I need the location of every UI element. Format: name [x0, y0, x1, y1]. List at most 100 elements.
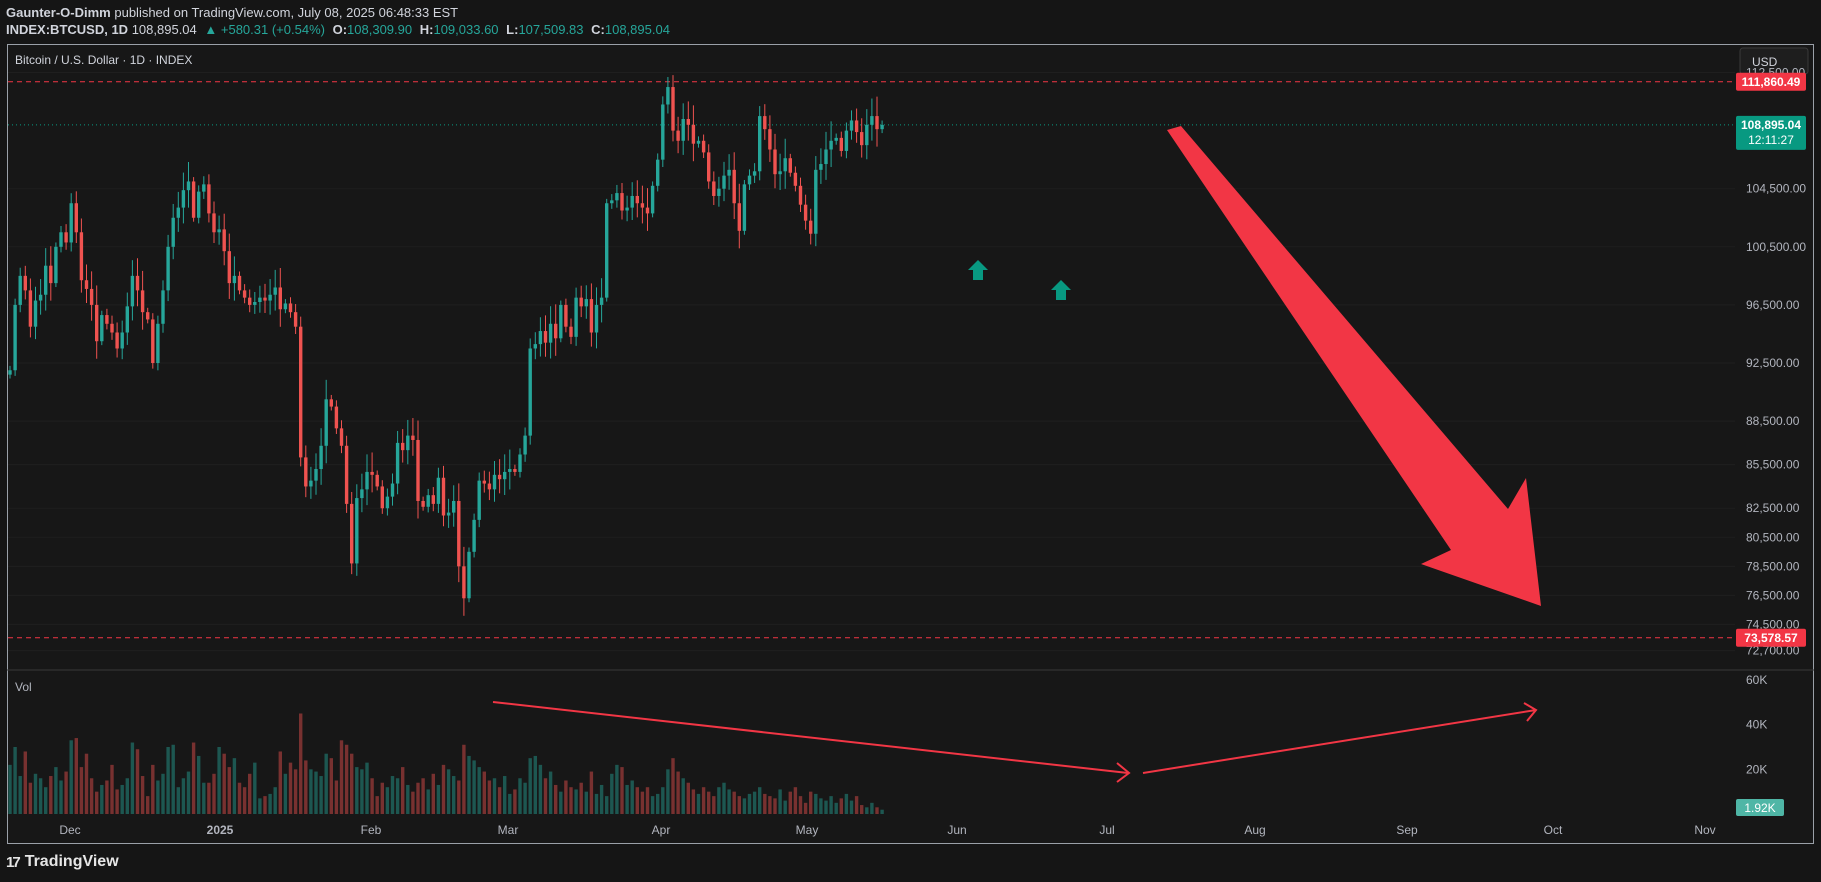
candle-body	[752, 171, 757, 176]
candle-body	[584, 299, 588, 307]
volume-bar	[742, 798, 747, 814]
volume-bar	[212, 773, 216, 814]
volume-bar	[436, 784, 441, 814]
candle-body	[722, 175, 726, 189]
low-value: 107,509.83	[518, 22, 584, 37]
candle-body	[574, 297, 578, 337]
volume-bar	[737, 796, 741, 814]
volume-decline-line	[492, 701, 1129, 774]
candle-body	[630, 195, 634, 208]
volume-bar	[875, 807, 879, 814]
volume-bar	[293, 769, 298, 814]
candle-body	[732, 169, 736, 204]
candle-body	[640, 203, 645, 208]
volume-bar	[355, 767, 359, 814]
volume-bar	[844, 793, 849, 814]
candle-body	[350, 503, 354, 564]
candle-body	[426, 495, 430, 507]
candle-body	[431, 495, 435, 504]
volume-bar	[54, 767, 58, 814]
chart-frame[interactable]	[7, 44, 1814, 844]
volume-bar	[747, 793, 752, 814]
candle-body	[788, 158, 792, 173]
volume-bar	[401, 767, 405, 814]
candle-body	[656, 159, 660, 186]
candle-body	[610, 200, 614, 204]
chart-header: Gaunter-O-Dimm published on TradingView.…	[6, 4, 674, 38]
candle-body	[605, 203, 609, 298]
candle-body	[344, 445, 349, 504]
candle-body	[467, 551, 471, 599]
candle-body	[666, 87, 670, 105]
time-tick-label: Mar	[498, 823, 519, 837]
candle-body	[589, 299, 594, 333]
candle-body	[773, 149, 777, 175]
candle-body	[533, 344, 537, 349]
candle-body	[681, 119, 685, 141]
volume-bar	[722, 782, 726, 814]
time-tick-label: Oct	[1544, 823, 1563, 837]
volume-bar	[227, 767, 231, 814]
volume-bar	[860, 805, 864, 814]
candle-body	[436, 477, 441, 504]
candle-body	[865, 124, 869, 146]
price-level-tag	[1736, 628, 1806, 647]
candle-body	[33, 300, 38, 327]
time-tick-label: 2025	[207, 823, 234, 837]
price-tick-label: 82,500.00	[1746, 501, 1800, 515]
price-tick-label: 88,500.00	[1746, 414, 1800, 428]
candle-body	[365, 471, 369, 490]
price-tick-label: 80,500.00	[1746, 530, 1800, 544]
candle-body	[554, 323, 558, 339]
candle-body	[375, 474, 379, 487]
price-tick-label: 104,500.00	[1746, 182, 1806, 196]
candle-body	[839, 137, 843, 151]
volume-bar	[242, 787, 247, 814]
time-tick-label: Feb	[361, 823, 382, 837]
candle-body	[161, 290, 165, 324]
price-tick-label: 78,500.00	[1746, 559, 1800, 573]
volume-decline-arrowhead	[1116, 762, 1131, 783]
volume-bar	[554, 784, 558, 814]
volume-bar	[33, 773, 38, 814]
volume-bar	[110, 764, 114, 814]
candle-body	[416, 439, 420, 501]
volume-bar	[146, 796, 150, 814]
volume-bar	[717, 787, 721, 814]
candle-body	[44, 265, 48, 295]
volume-bar	[732, 791, 736, 814]
candle-body	[268, 294, 272, 301]
volume-bar	[95, 791, 99, 814]
volume-bar	[140, 776, 145, 814]
candle-body	[130, 275, 135, 307]
currency-button-label[interactable]: USD	[1752, 55, 1778, 69]
candle-body	[186, 181, 191, 191]
volume-bar	[870, 802, 874, 814]
price-tick-label: 96,500.00	[1746, 298, 1800, 312]
candle-body	[181, 190, 186, 208]
tradingview-logo[interactable]: 17 TradingView	[6, 853, 119, 871]
candle-body	[564, 304, 568, 327]
volume-bar	[74, 738, 78, 814]
price-axis: 112,500.00104,500.00100,500.0096,500.009…	[1746, 66, 1806, 658]
volume-bar	[523, 782, 527, 814]
volume-bar	[431, 773, 435, 814]
candle-body	[171, 217, 175, 247]
volume-trend-arrows	[492, 701, 1538, 783]
volume-bar	[49, 776, 53, 814]
volume-bar	[232, 758, 237, 814]
candle-body	[54, 246, 58, 284]
high-label: H:	[419, 22, 434, 37]
volume-bar	[365, 762, 369, 814]
time-tick-label: Aug	[1244, 823, 1265, 837]
volume-bar	[865, 807, 869, 814]
volume-bar	[783, 800, 787, 814]
author-name[interactable]: Gaunter-O-Dimm	[6, 5, 111, 20]
candle-body	[237, 275, 242, 291]
candle-body	[110, 323, 114, 333]
open-value: 108,309.90	[347, 22, 413, 37]
price-level-tag-label: 111,860.49	[1742, 75, 1801, 89]
candle-body	[176, 207, 180, 218]
candle-body	[457, 500, 461, 567]
